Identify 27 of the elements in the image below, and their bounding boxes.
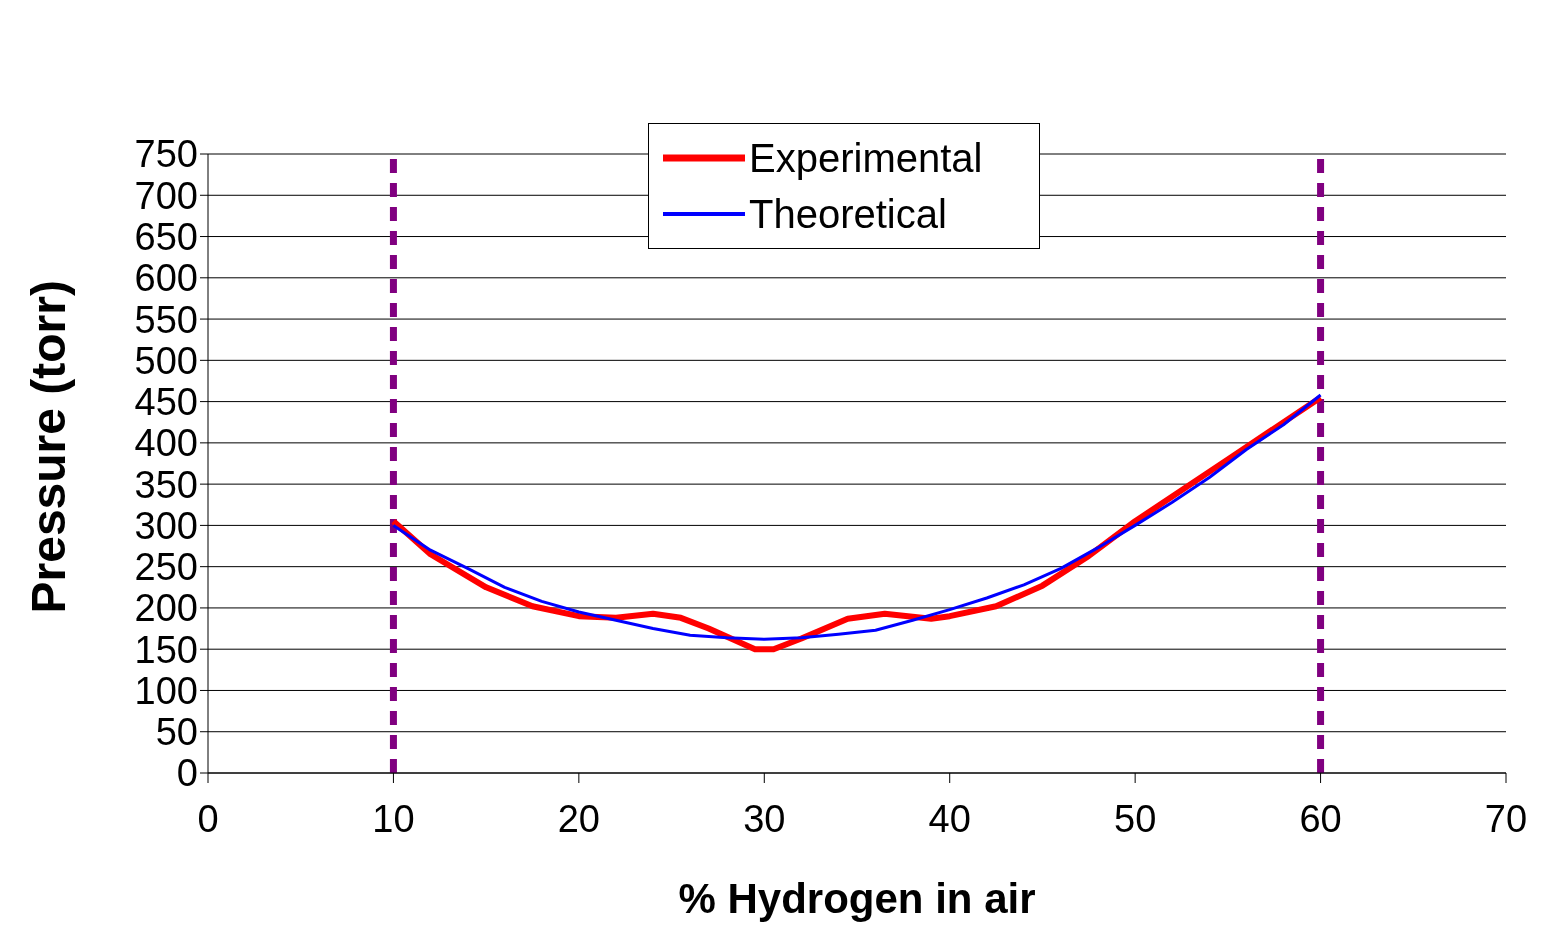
y-tick-label: 600 [134,257,198,300]
x-axis-title: % Hydrogen in air [678,875,1036,922]
y-tick-label: 400 [134,422,198,465]
y-tick-label: 300 [134,504,198,547]
x-tick-label: 60 [1299,797,1342,840]
y-tick-label: 750 [134,133,198,176]
y-tick-label: 150 [134,628,198,671]
x-tick-label: 30 [743,797,786,840]
y-tick-label: 450 [134,381,198,424]
x-tick-label: 10 [372,797,415,840]
x-tick-label: 20 [557,797,600,840]
x-tick-label: 40 [928,797,971,840]
y-tick-label: 100 [134,669,198,712]
y-axis-title: Pressure (torr) [22,280,76,614]
x-tick-label: 70 [1484,797,1528,840]
legend-label: Theoretical [749,191,947,238]
y-tick-label: 350 [134,463,198,506]
legend-label: Experimental [749,135,983,182]
y-tick-label: 550 [134,298,198,341]
y-tick-label: 500 [134,339,198,382]
y-tick-label: 250 [134,546,198,589]
y-tick-label: 0 [176,752,198,795]
y-tick-label: 50 [155,711,198,754]
y-tick-label: 200 [134,587,198,630]
x-tick-label: 50 [1114,797,1157,840]
y-tick-label: 700 [134,174,198,217]
y-tick-label: 650 [134,216,198,259]
